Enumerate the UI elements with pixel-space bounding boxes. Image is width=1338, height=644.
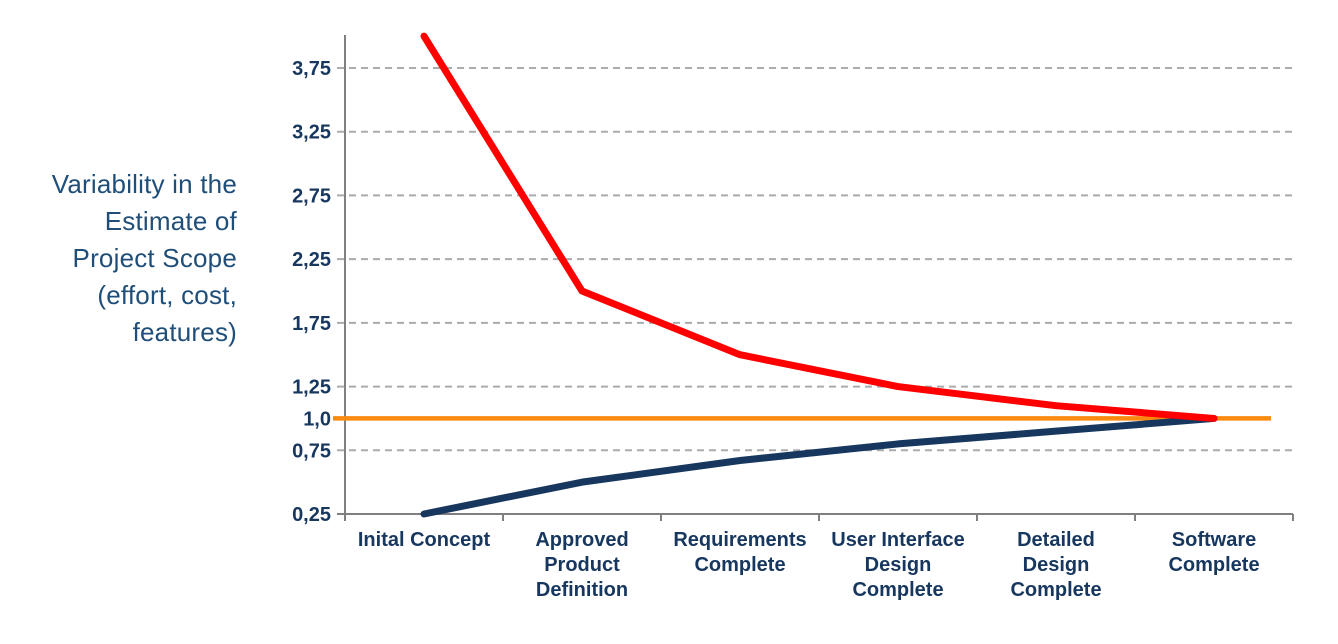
y-tick-label: 1,25 — [292, 377, 331, 399]
y-axis-title-line: features) — [132, 317, 237, 347]
x-category-label: Software Complete — [1168, 529, 1260, 576]
x-category-label: Requirements Complete — [673, 529, 807, 576]
series-upper-estimate-line — [420, 32, 1218, 422]
y-tick-label: 0,25 — [292, 504, 331, 526]
x-category-label: Detailed Design Complete — [1010, 529, 1102, 601]
y-tick-label: 1,0 — [303, 408, 331, 430]
x-category-label: User Interface Design Complete — [831, 529, 965, 601]
y-tick-label: 2,75 — [292, 185, 331, 207]
series-lower-estimate-line — [420, 414, 1218, 518]
y-tick-label: 3,75 — [292, 58, 331, 80]
y-axis-title-line: (effort, cost, — [97, 280, 237, 310]
y-tick-label: 2,25 — [292, 249, 331, 271]
x-category-label: Inital Concept — [357, 529, 491, 551]
y-tick-label: 1,75 — [292, 313, 331, 335]
y-axis-title-line: Project Scope — [72, 243, 237, 273]
y-axis-title-line: Estimate of — [104, 206, 237, 236]
y-axis-title: Variability in the Estimate of Project S… — [0, 166, 237, 351]
y-tick-label: 0,75 — [292, 440, 331, 462]
y-tick-label: 3,25 — [292, 122, 331, 144]
x-category-label: Approved Product Definition — [535, 529, 629, 601]
y-axis-title-line: Variability in the — [51, 169, 237, 199]
